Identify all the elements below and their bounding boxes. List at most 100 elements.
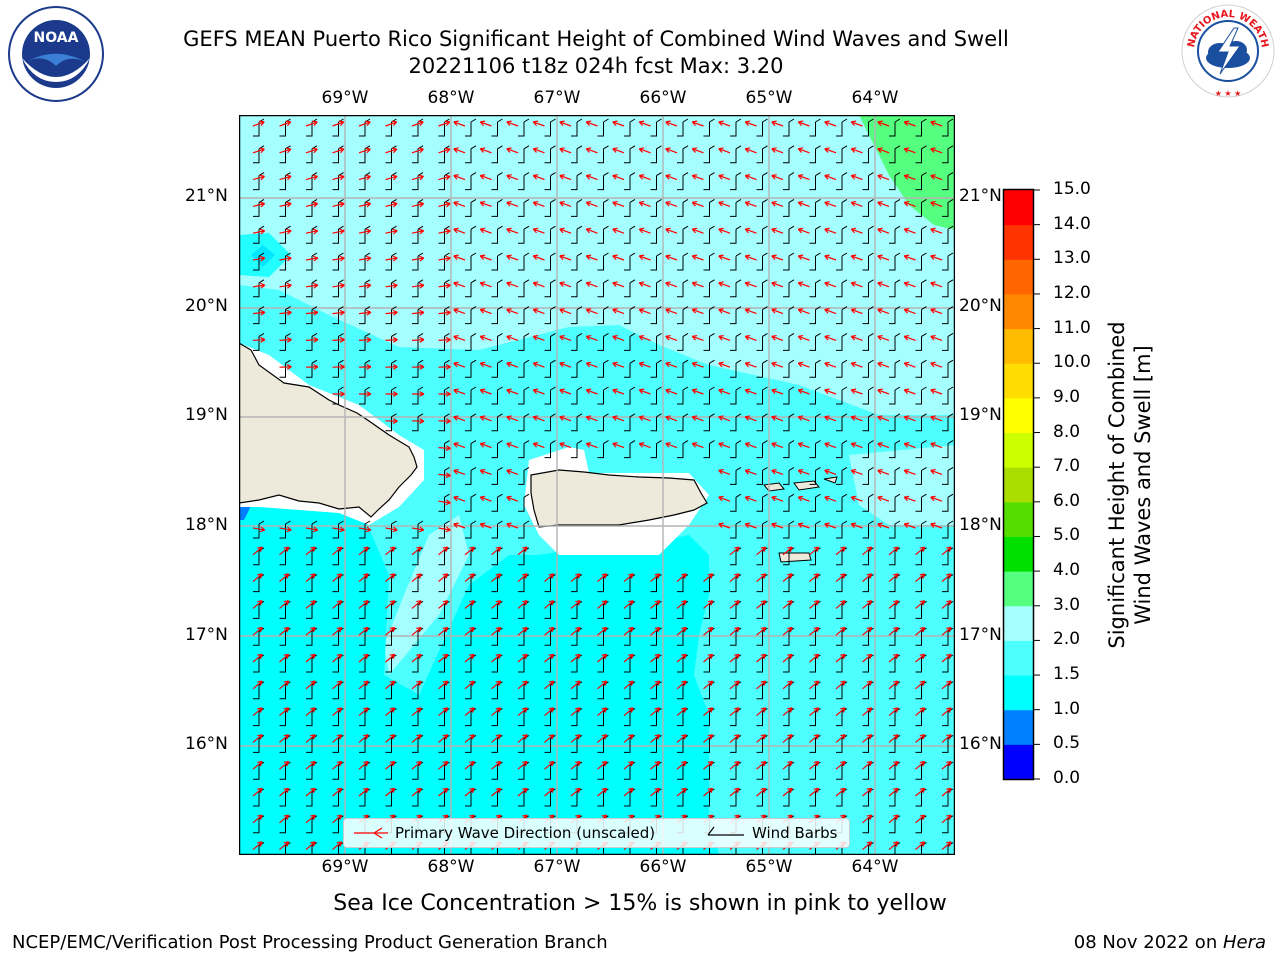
wave-arrow	[862, 600, 873, 609]
wave-arrow	[824, 361, 837, 368]
wind-barb	[836, 118, 848, 137]
wave-arrow	[559, 442, 572, 449]
wind-barb	[836, 413, 848, 432]
wave-arrow	[358, 282, 372, 289]
wave-arrow	[252, 734, 263, 743]
wind-barb	[359, 225, 371, 244]
wind-barb	[306, 225, 318, 244]
wind-barb	[571, 386, 583, 405]
wave-arrow	[797, 254, 810, 261]
wave-arrow	[877, 522, 890, 529]
wind-barb	[385, 198, 397, 217]
wind-barb	[677, 413, 689, 432]
wave-arrow	[517, 707, 528, 717]
wave-arrow	[941, 680, 952, 690]
wind-barb	[915, 440, 927, 459]
wave-arrow	[809, 546, 820, 556]
wave-arrow	[941, 841, 952, 851]
wind-barb	[703, 252, 715, 271]
map-title: GEFS MEAN Puerto Rico Significant Height…	[183, 27, 1009, 51]
wave-arrow	[744, 147, 757, 154]
wave-arrow	[612, 227, 625, 234]
wind-barb	[809, 413, 821, 432]
wave-arrow	[252, 546, 263, 556]
wind-barb	[677, 252, 689, 271]
wave-arrow	[862, 573, 873, 583]
wind-barb	[783, 306, 795, 325]
wave-arrow	[438, 120, 451, 127]
wave-arrow	[930, 442, 943, 449]
wave-arrow	[305, 228, 319, 235]
wave-arrow	[771, 200, 784, 207]
wind-barb	[809, 252, 821, 271]
wave-arrow	[850, 227, 863, 234]
wave-arrow	[411, 734, 422, 743]
wave-arrow	[835, 653, 846, 663]
wave-arrow	[532, 388, 545, 395]
wind-barb	[359, 279, 371, 298]
wave-arrow	[718, 254, 731, 261]
wind-barb	[571, 198, 583, 217]
wave-arrow	[877, 495, 890, 502]
wind-barb	[597, 386, 609, 405]
wave-arrow	[862, 626, 873, 636]
wave-arrow	[744, 308, 757, 315]
wave-arrow	[385, 391, 398, 397]
wave-arrow	[809, 653, 820, 663]
wave-arrow	[941, 787, 952, 797]
wind-barb	[756, 359, 768, 378]
wave-arrow	[559, 147, 572, 154]
colorbar-segment	[1004, 190, 1033, 226]
wave-arrow	[385, 600, 396, 609]
wave-arrow	[862, 814, 873, 824]
wave-arrow	[506, 334, 519, 341]
wind-barb	[756, 306, 768, 325]
wind-barb	[862, 386, 874, 405]
wave-arrow	[544, 653, 555, 663]
wind-barb	[703, 386, 715, 405]
wave-arrow	[517, 734, 528, 743]
wind-barb	[942, 118, 954, 137]
wind-barb	[597, 145, 609, 164]
wave-arrow	[877, 308, 890, 315]
wave-arrow	[638, 442, 651, 449]
wind-barb	[597, 306, 609, 325]
wave-arrow	[676, 626, 687, 636]
wind-barb	[491, 225, 503, 244]
wave-arrow	[676, 600, 687, 609]
wave-arrow	[385, 760, 396, 770]
wind-barb-legend-label: Wind Barbs	[752, 824, 838, 842]
wave-arrow	[888, 680, 899, 690]
wind-barb	[915, 172, 927, 191]
wave-arrow	[544, 760, 555, 770]
wave-arrow	[358, 336, 372, 343]
wind-barb	[438, 359, 450, 378]
wave-arrow	[877, 254, 890, 261]
wave-arrow	[665, 174, 678, 181]
wave-arrow	[771, 415, 784, 422]
wind-barb	[809, 332, 821, 351]
colorbar-tick-label: 13.0	[1053, 248, 1091, 269]
wave-arrow	[718, 308, 731, 315]
wind-barb	[624, 279, 636, 298]
wave-arrow	[479, 254, 492, 261]
wave-arrow	[744, 361, 757, 368]
colorbar-segment	[1004, 224, 1033, 260]
wave-arrow	[797, 495, 810, 502]
wave-arrow	[915, 707, 926, 717]
wave-arrow	[930, 200, 943, 207]
wave-arrow	[559, 227, 572, 234]
wave-arrow	[691, 120, 704, 127]
wave-arrow	[332, 336, 345, 343]
wind-barb	[544, 118, 556, 137]
wind-barb	[915, 466, 927, 485]
wave-arrow	[438, 680, 449, 690]
wind-barb	[624, 225, 636, 244]
wave-arrow	[464, 546, 475, 556]
colorbar-tick-label: 14.0	[1053, 213, 1091, 234]
wave-arrow	[862, 653, 873, 663]
wave-arrow	[729, 573, 740, 583]
wind-barb	[465, 332, 477, 351]
wave-arrow	[729, 653, 740, 663]
colorbar-segment	[1004, 675, 1033, 711]
